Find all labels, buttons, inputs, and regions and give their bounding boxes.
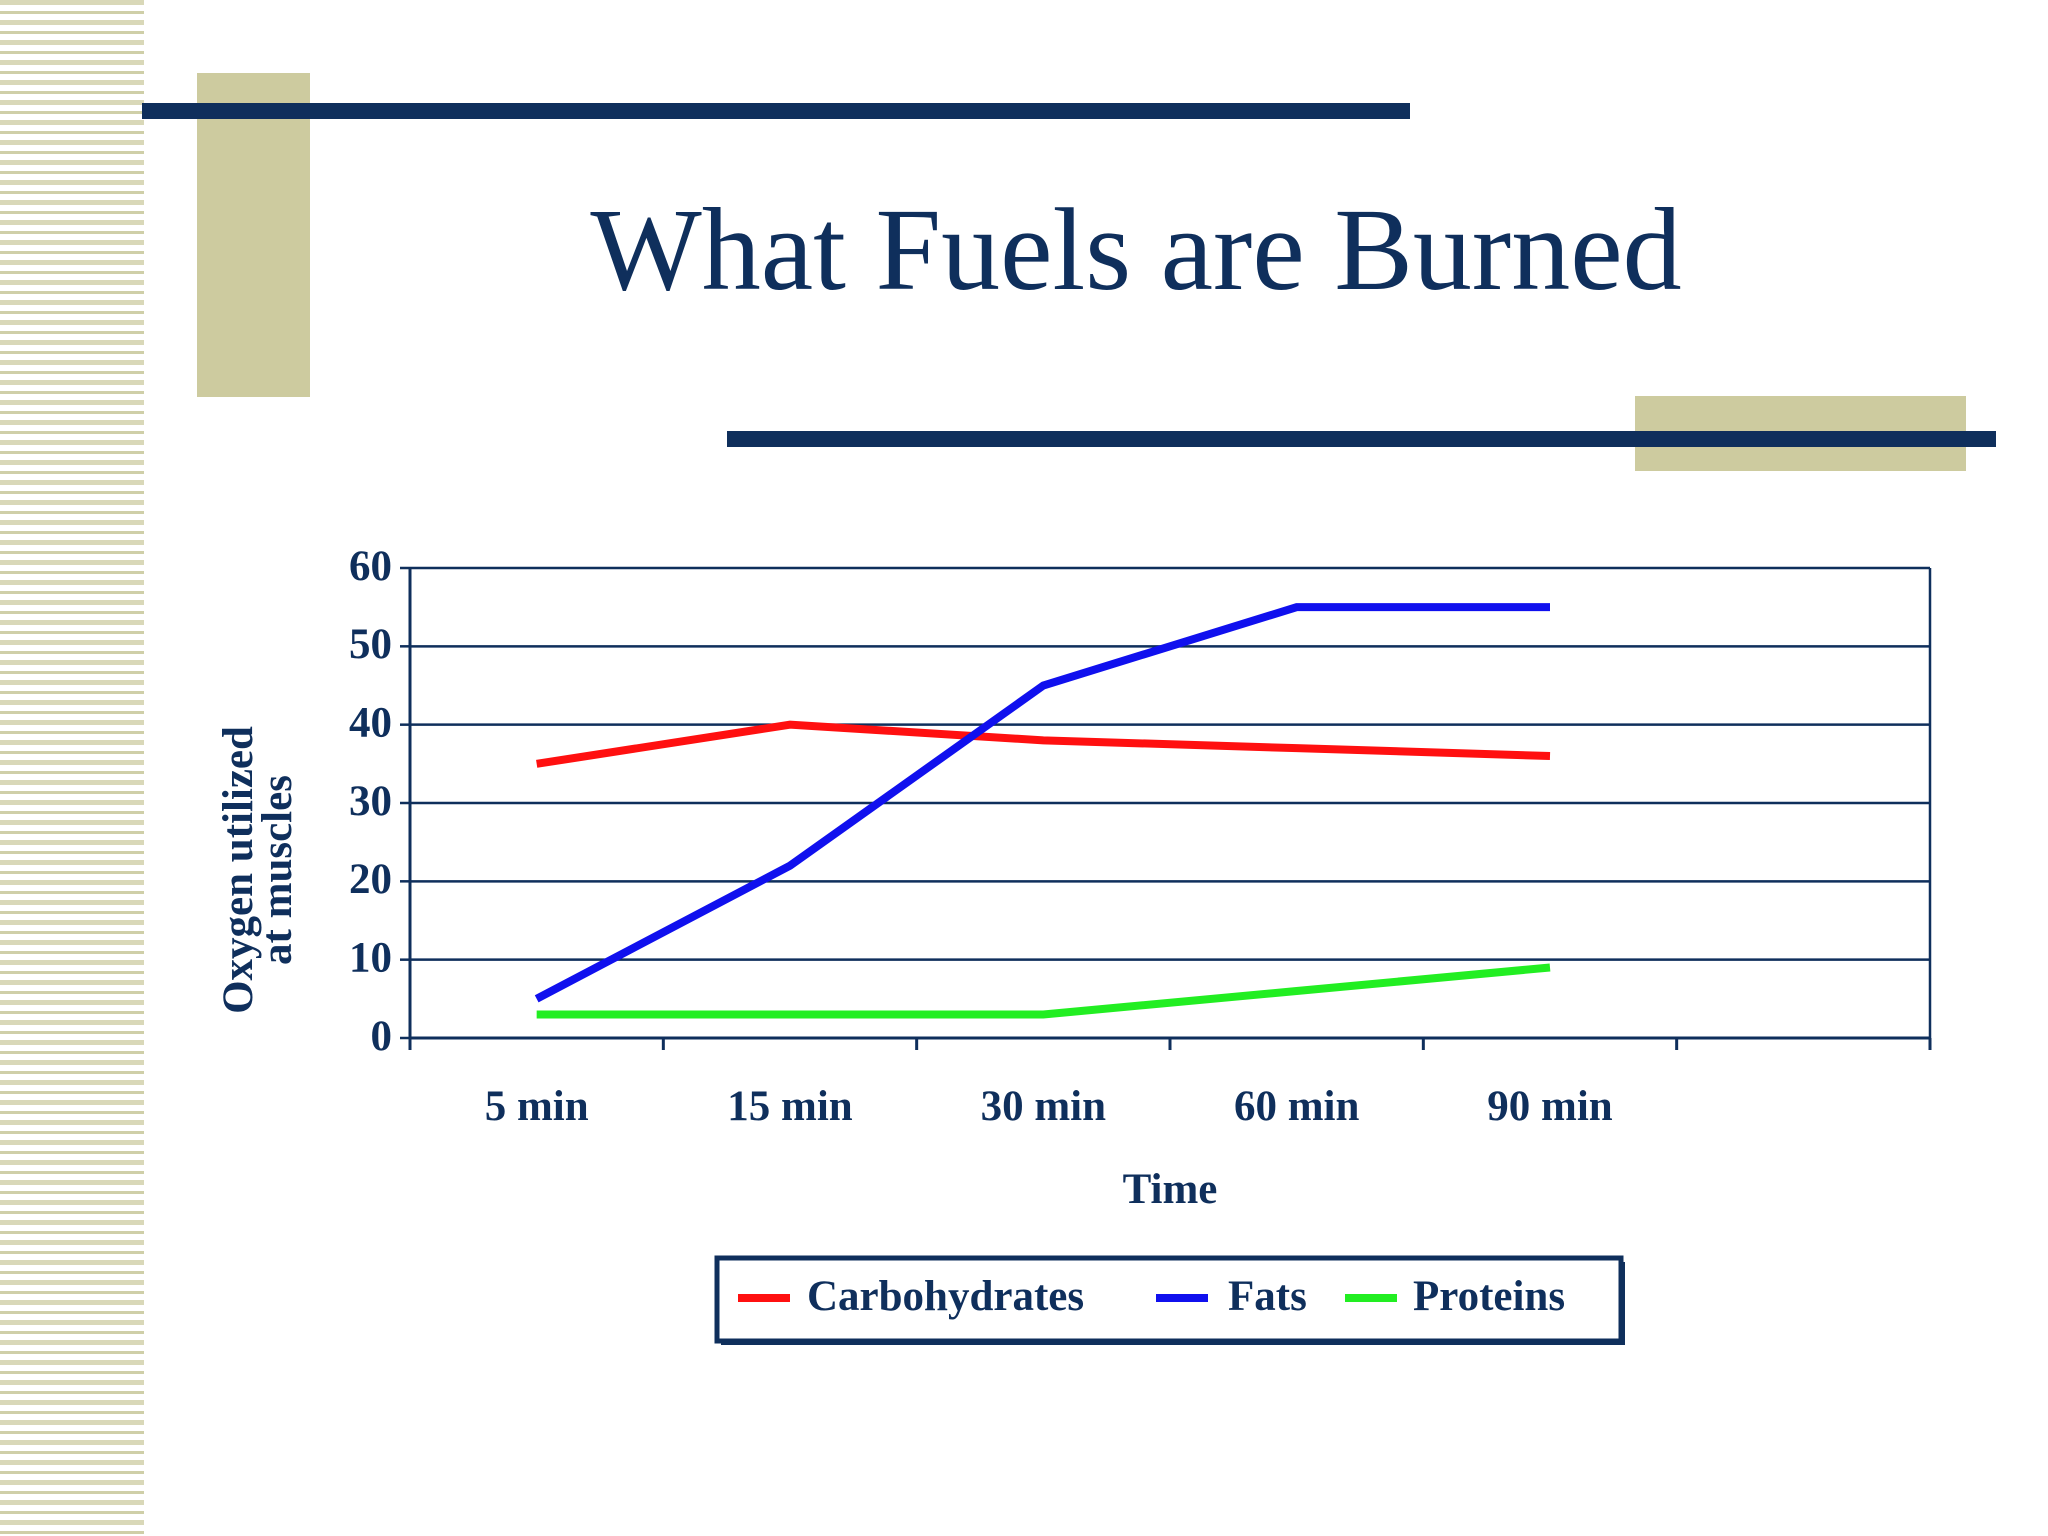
y-tick-label: 40 bbox=[349, 700, 392, 747]
y-tick-label: 20 bbox=[349, 856, 392, 903]
y-tick-label: 60 bbox=[349, 543, 392, 590]
series-line bbox=[534, 603, 1550, 1003]
chart-title: What Fuels are Burned bbox=[590, 184, 1681, 315]
accent-block bbox=[197, 73, 310, 397]
y-tick-label: 30 bbox=[349, 778, 392, 825]
y-tick-label: 0 bbox=[371, 1013, 393, 1060]
y-axis-label-line: at muscles bbox=[254, 775, 301, 965]
x-tick-label: 30 min bbox=[981, 1083, 1107, 1130]
series-line bbox=[536, 720, 1551, 768]
y-axis-label: Oxygen utilized at muscles bbox=[215, 726, 301, 1014]
legend-label: Carbohydrates bbox=[807, 1273, 1084, 1320]
y-tick-label: 10 bbox=[349, 935, 392, 982]
x-tick-label: 5 min bbox=[485, 1083, 589, 1130]
rule bbox=[727, 431, 1996, 447]
x-tick-label: 60 min bbox=[1234, 1083, 1360, 1130]
stripe-decoration bbox=[0, 0, 144, 1536]
y-axis-label-line: Oxygen utilized bbox=[215, 726, 262, 1014]
x-tick-label: 15 min bbox=[727, 1083, 853, 1130]
x-tick-label: 90 min bbox=[1487, 1083, 1613, 1130]
x-axis-label: Time bbox=[1123, 1166, 1218, 1213]
rule bbox=[142, 103, 1410, 119]
y-tick-label: 50 bbox=[349, 621, 392, 668]
legend-label: Proteins bbox=[1413, 1273, 1565, 1320]
legend-label: Fats bbox=[1228, 1273, 1307, 1320]
series-line bbox=[536, 963, 1551, 1019]
